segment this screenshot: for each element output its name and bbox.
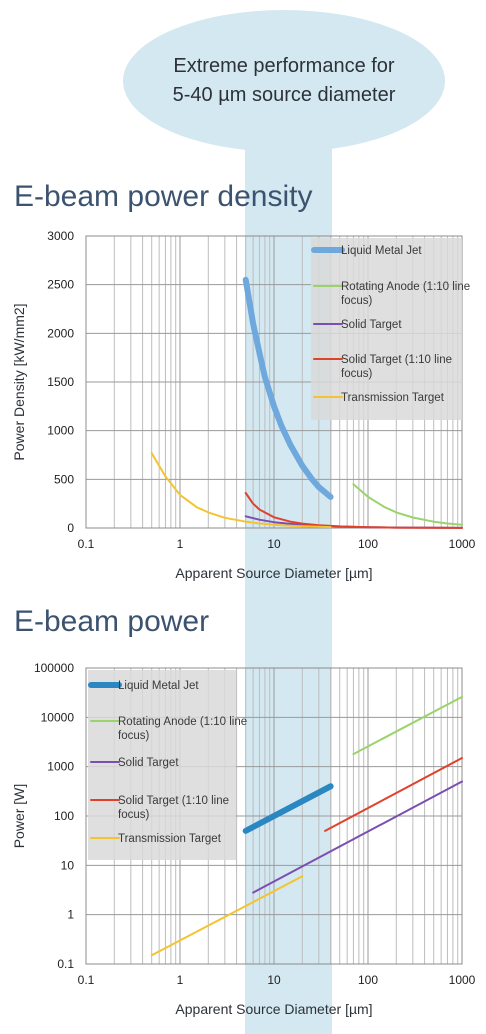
c1-legend-label-rotating-anode-1-10-line-focus: Rotating Anode (1:10 line focus) — [341, 281, 470, 307]
c1-x-tick-label: 0.1 — [78, 537, 95, 551]
c1-legend-box — [311, 238, 462, 420]
c2-x-tick-label: 10 — [267, 973, 281, 987]
c1-legend-label-line: Solid Target (1:10 line — [341, 354, 452, 366]
c2-y-tick-label: 10 — [61, 858, 75, 872]
c1-series-line-liquid-metal-jet — [242, 276, 334, 500]
callout-line-2: 5-40 µm source diameter — [172, 84, 396, 106]
callout-text: Extreme performance for 5-40 µm source d… — [123, 52, 445, 110]
c2-legend-label-line: Solid Target — [118, 757, 179, 769]
c2-x-axis-title: Apparent Source Diameter [µm] — [175, 1001, 372, 1017]
c1-y-tick-label: 500 — [54, 472, 74, 486]
c2-plot-frame — [85, 667, 463, 965]
c2-legend-label-line: focus) — [118, 809, 149, 821]
c2-series-line-liquid-metal-jet — [242, 783, 334, 834]
c1-legend-label-line: Solid Target — [341, 319, 402, 331]
c1-y-axis-title: Power Density [kW/mm2] — [11, 303, 27, 460]
c2-series-line-rotating-anode-1-10-line-focus — [352, 695, 463, 756]
c1-legend-label-solid-target-1-10-line-focus: Solid Target (1:10 line focus) — [341, 354, 452, 380]
c1-y-tick-label: 2000 — [47, 326, 74, 340]
c2-legend-label-rotating-anode-1-10-line-focus: Rotating Anode (1:10 line focus) — [118, 716, 247, 742]
c1-legend-label-line: Liquid Metal Jet — [341, 245, 422, 257]
callout-bubble — [123, 10, 445, 152]
callout-line-1: Extreme performance for — [173, 55, 395, 77]
c2-x-tick-label: 100 — [358, 973, 378, 987]
c1-legend-label-transmission-target: Transmission Target — [341, 392, 445, 404]
c2-y-tick-label: 100 — [54, 809, 74, 823]
c1-series-line-solid-target-1-10-line-focus — [244, 492, 463, 529]
c1-y-tick-label: 1500 — [47, 375, 74, 389]
c2-x-tick-label: 1 — [177, 973, 184, 987]
c1-x-tick-label: 1 — [177, 537, 184, 551]
c2-legend-label-line: Rotating Anode (1:10 line — [118, 716, 247, 728]
chart-title-power: E-beam power — [14, 605, 210, 638]
c1-x-tick-label: 10 — [267, 537, 281, 551]
c2-x-tick-label: 0.1 — [78, 973, 95, 987]
c2-legend-label-line: Liquid Metal Jet — [118, 680, 199, 692]
c2-legend-label-solid-target-1-10-line-focus: Solid Target (1:10 line focus) — [118, 795, 229, 821]
c2-y-axis-title: Power [W] — [11, 784, 27, 849]
c1-y-tick-label: 1000 — [47, 424, 74, 438]
chart-title-power-density: E-beam power density — [14, 180, 313, 213]
c2-y-tick-label: 1000 — [47, 760, 74, 774]
c2-y-tick-label: 10000 — [41, 710, 75, 724]
c2-x-tick-label: 1000 — [449, 973, 476, 987]
c2-series-line-solid-target-1-10-line-focus — [324, 757, 463, 832]
c1-x-tick-label: 100 — [358, 537, 378, 551]
c2-legend-label-line: Solid Target (1:10 line — [118, 795, 229, 807]
c1-x-axis-title: Apparent Source Diameter [µm] — [175, 565, 372, 581]
c1-legend-label-line: focus) — [341, 295, 372, 307]
c1-legend-label-line: focus) — [341, 368, 372, 380]
c1-legend-label-line: Transmission Target — [341, 392, 445, 404]
c2-legend-label-solid-target: Solid Target — [118, 757, 179, 769]
c1-y-tick-label: 3000 — [47, 229, 74, 243]
c1-y-tick-label: 2500 — [47, 278, 74, 292]
c1-series-line-rotating-anode-1-10-line-focus — [352, 483, 463, 526]
c2-series-line-solid-target — [252, 780, 463, 894]
c1-legend-label-liquid-metal-jet: Liquid Metal Jet — [341, 245, 422, 257]
c2-y-tick-label: 100000 — [34, 661, 74, 675]
c1-legend-label-line: Rotating Anode (1:10 line — [341, 281, 470, 293]
c2-series-line-transmission-target — [150, 875, 304, 957]
c2-y-tick-label: 1 — [67, 908, 74, 922]
c1-legend-label-solid-target: Solid Target — [341, 319, 402, 331]
c2-y-tick-label: 0.1 — [57, 957, 74, 971]
c2-legend-label-transmission-target: Transmission Target — [118, 833, 222, 845]
c2-legend-label-line: focus) — [118, 730, 149, 742]
c1-x-tick-label: 1000 — [449, 537, 476, 551]
c2-legend-label-liquid-metal-jet: Liquid Metal Jet — [118, 680, 199, 692]
c1-y-tick-label: 0 — [67, 521, 74, 535]
c2-legend-box — [88, 670, 236, 860]
c2-legend-label-line: Transmission Target — [118, 833, 222, 845]
c1-series-line-transmission-target — [150, 452, 332, 529]
